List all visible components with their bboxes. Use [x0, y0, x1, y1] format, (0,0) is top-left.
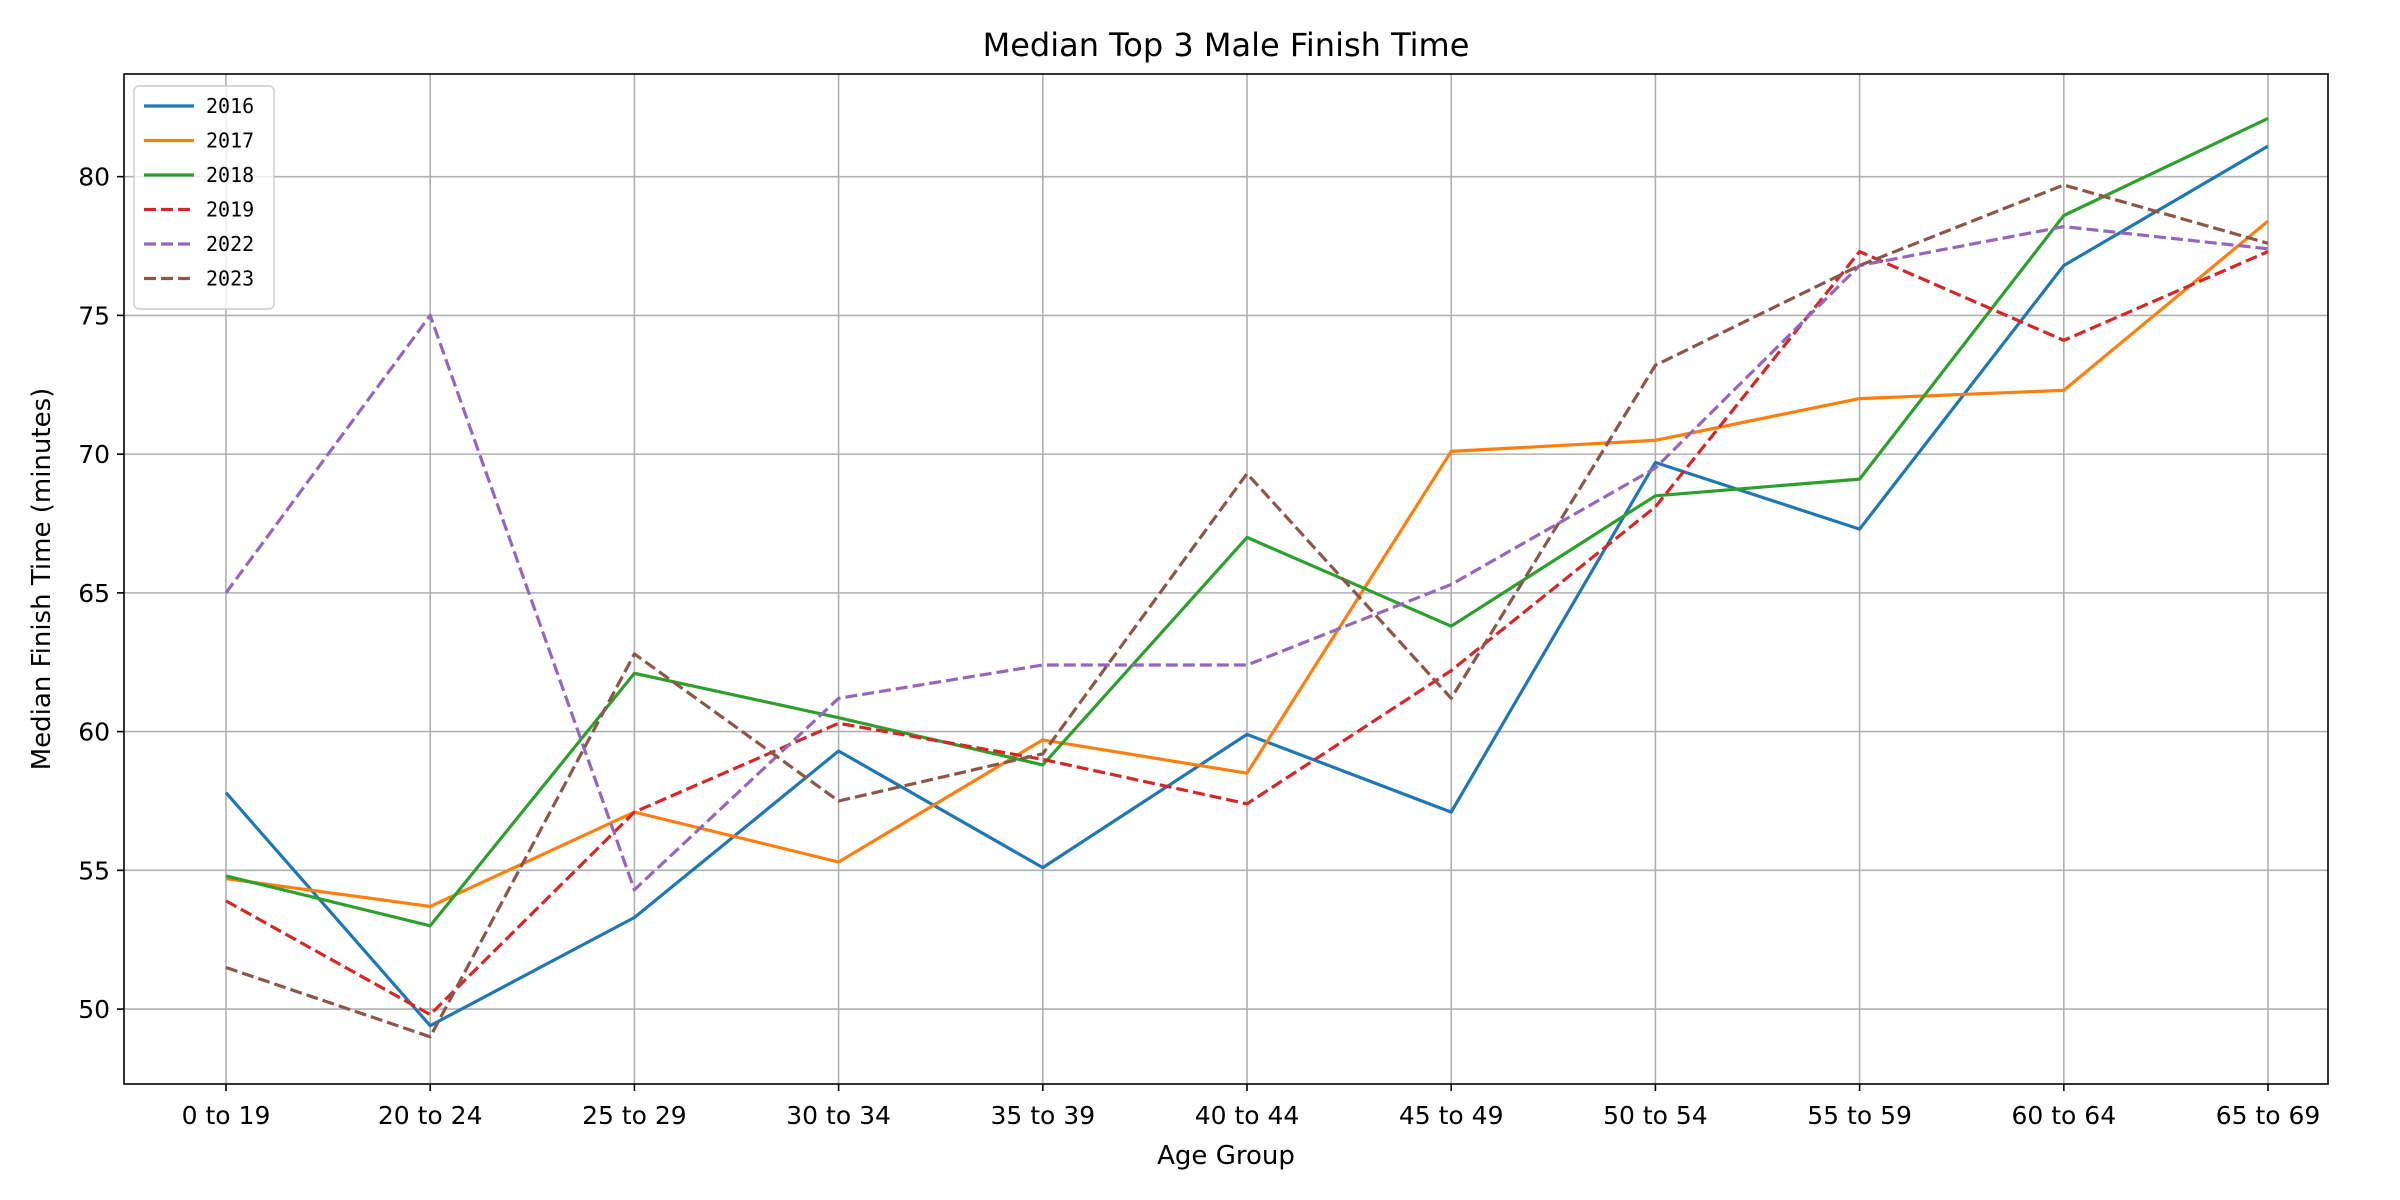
legend-label: 2018 — [206, 163, 254, 187]
chart-title: Median Top 3 Male Finish Time — [983, 26, 1470, 64]
x-tick-label: 50 to 54 — [1603, 1101, 1708, 1130]
y-tick-label: 75 — [78, 301, 110, 330]
y-tick-label: 55 — [78, 856, 110, 885]
legend-label: 2017 — [206, 129, 254, 153]
y-tick-label: 60 — [78, 718, 110, 747]
y-tick-label: 50 — [78, 995, 110, 1024]
x-tick-label: 20 to 24 — [378, 1101, 483, 1130]
x-tick-label: 60 to 64 — [2011, 1101, 2116, 1130]
x-tick-label: 25 to 29 — [582, 1101, 687, 1130]
legend-label: 2016 — [206, 94, 254, 118]
y-axis-title: Median Finish Time (minutes) — [27, 388, 57, 771]
legend-label: 2023 — [206, 267, 254, 291]
legend: 2016 2017 2018 2019 2022 2023 — [134, 86, 274, 309]
y-tick-label: 65 — [78, 579, 110, 608]
x-axis-title: Age Group — [1157, 1141, 1295, 1171]
x-tick-label: 30 to 34 — [786, 1101, 891, 1130]
legend-label: 2019 — [206, 198, 254, 222]
x-tick-label: 55 to 59 — [1807, 1101, 1912, 1130]
x-tick-label: 35 to 39 — [990, 1101, 1095, 1130]
y-tick-label: 70 — [78, 440, 110, 469]
x-tick-label: 65 to 69 — [2216, 1101, 2321, 1130]
y-tick-label: 80 — [78, 163, 110, 192]
x-tick-label: 45 to 49 — [1399, 1101, 1504, 1130]
legend-label: 2022 — [206, 232, 254, 256]
x-tick-label: 0 to 19 — [182, 1101, 271, 1130]
x-tick-label: 40 to 44 — [1195, 1101, 1300, 1130]
